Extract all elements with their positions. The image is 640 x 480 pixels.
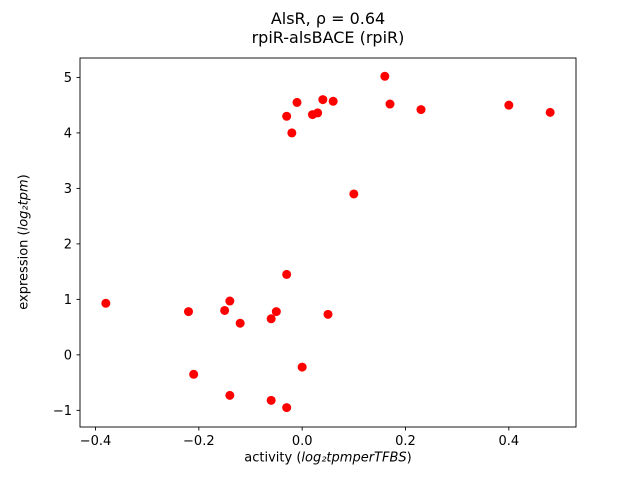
plot-frame — [79, 57, 577, 428]
data-point — [225, 296, 235, 306]
data-point — [328, 96, 338, 106]
data-point — [184, 307, 193, 317]
data-point — [282, 269, 292, 279]
data-point — [292, 97, 302, 107]
data-point — [349, 189, 359, 199]
data-point — [225, 390, 235, 400]
y-axis-label: expression (log₂tpm) — [17, 174, 32, 309]
chart-title-line2: rpiR-alsBACE (rpiR) — [251, 28, 405, 47]
chart-title: AlsR, ρ = 0.64 rpiR-alsBACE (rpiR) — [80, 9, 576, 47]
y-axis-label-close: ) — [16, 174, 32, 180]
y-tick-label: 4 — [64, 126, 72, 141]
y-tick-label: 3 — [64, 182, 72, 197]
x-tick-label: −0.4 — [80, 434, 112, 449]
x-tick-label: 0.2 — [395, 434, 416, 449]
data-point — [266, 314, 276, 324]
data-point — [101, 298, 111, 308]
data-point — [235, 318, 245, 328]
data-point — [266, 395, 276, 405]
data-point — [380, 71, 390, 81]
x-axis-label-text: activity ( — [244, 450, 302, 466]
y-tick-label: −1 — [53, 404, 72, 419]
x-axis-label-close: ) — [406, 450, 412, 466]
y-axis-label-math: log₂tpm — [16, 179, 32, 231]
x-axis-label-math: log₂tpmperTFBS — [301, 450, 407, 466]
x-tick-label: −0.2 — [183, 434, 215, 449]
data-point — [504, 100, 514, 110]
data-point — [545, 107, 555, 117]
data-point — [297, 362, 307, 372]
data-point — [323, 309, 333, 319]
data-point — [416, 105, 426, 115]
y-tick-label: 5 — [64, 71, 72, 86]
x-axis-label: activity (log₂tpmperTFBS) — [244, 451, 411, 466]
data-point — [287, 128, 297, 138]
y-axis-label-text: expression ( — [16, 230, 32, 310]
data-point — [385, 99, 395, 109]
y-tick-label: 0 — [64, 348, 72, 363]
x-tick-label: 0.0 — [292, 434, 313, 449]
data-point — [189, 369, 199, 379]
data-point — [282, 111, 292, 121]
chart-title-line1: AlsR, ρ = 0.64 — [270, 9, 386, 28]
data-point — [271, 307, 281, 317]
y-tick-label: 2 — [64, 237, 72, 252]
y-tick-label: 1 — [64, 293, 72, 308]
data-point — [282, 403, 292, 413]
data-point — [318, 95, 328, 105]
x-tick-label: 0.4 — [498, 434, 519, 449]
data-point — [313, 108, 323, 118]
data-point — [220, 305, 230, 315]
